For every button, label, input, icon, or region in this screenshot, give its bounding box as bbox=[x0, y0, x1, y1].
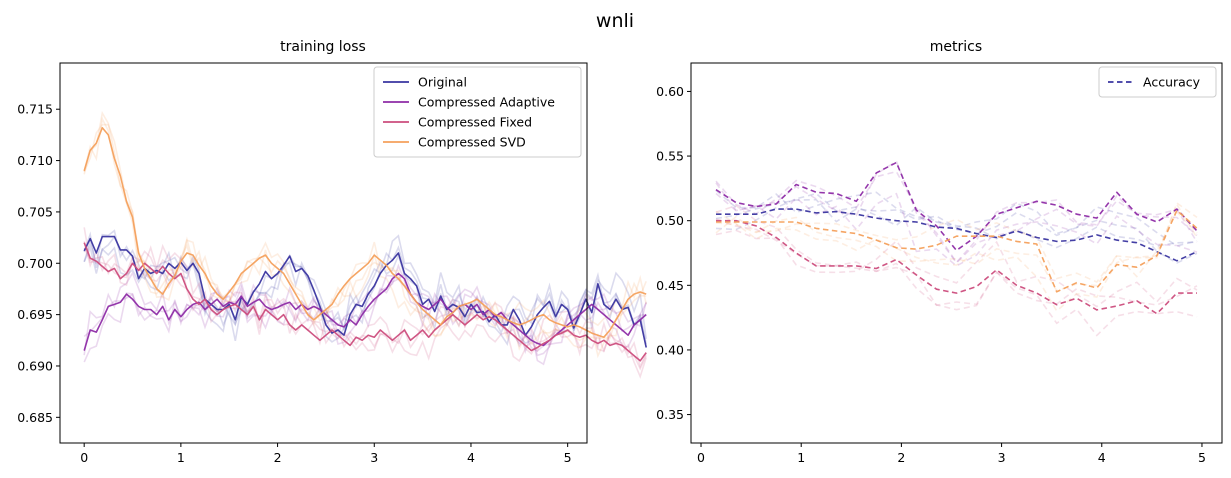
training-loss-xtick-label: 0 bbox=[80, 450, 88, 465]
training-loss-ytick-label: 0.705 bbox=[17, 204, 53, 219]
metrics-ytick-label: 0.40 bbox=[656, 342, 684, 357]
metrics-line-original bbox=[716, 208, 1198, 262]
metrics-panel: metrics 0 1 2 3 4 5 0.35 0.40 0.45 0.50 0.55 0.60 A… bbox=[656, 39, 1223, 465]
metrics-line-compressed-adaptive bbox=[715, 161, 1198, 252]
figure-title: wnli bbox=[596, 10, 634, 32]
metrics-background-trace bbox=[715, 198, 1198, 247]
metrics-background-trace bbox=[715, 160, 1198, 264]
metrics-background-trace bbox=[715, 218, 1198, 337]
metrics-background-trace bbox=[715, 204, 1198, 307]
metrics-ytick-label: 0.35 bbox=[656, 407, 684, 422]
training-loss-background-trace bbox=[83, 263, 647, 363]
training-loss-xtick-label: 5 bbox=[564, 450, 572, 465]
training-loss-ytick-label: 0.690 bbox=[17, 358, 53, 373]
metrics-ytick-label: 0.55 bbox=[656, 149, 684, 164]
metrics-axes-frame bbox=[690, 62, 1223, 444]
metrics-background-trace bbox=[715, 192, 1198, 249]
training-loss-ytick-label: 0.710 bbox=[17, 153, 53, 168]
training-loss-ytick-label: 0.695 bbox=[17, 307, 53, 322]
metrics-background-trace bbox=[715, 201, 1198, 292]
training-loss-title: training loss bbox=[280, 39, 366, 55]
metrics-xtick-label: 0 bbox=[697, 450, 705, 465]
training-loss-axes-frame bbox=[59, 62, 588, 444]
training-loss-background-trace bbox=[83, 241, 647, 371]
training-loss-xtick-label: 1 bbox=[177, 450, 185, 465]
training-loss-xtick-label: 3 bbox=[370, 450, 378, 465]
metrics-background-traces bbox=[715, 160, 1198, 337]
metrics-ticks: 0 1 2 3 4 5 0.35 0.40 0.45 0.50 0.55 0.60 bbox=[656, 84, 1206, 465]
metrics-ytick-label: 0.45 bbox=[656, 278, 684, 293]
metrics-background-trace bbox=[715, 229, 1198, 308]
training-loss-background-trace bbox=[83, 243, 647, 379]
metrics-ytick-label: 0.50 bbox=[656, 213, 684, 228]
metrics-title: metrics bbox=[930, 39, 982, 55]
metrics-ytick-label: 0.60 bbox=[656, 84, 684, 99]
metrics-legend-label: Accuracy bbox=[1143, 75, 1201, 90]
metrics-background-trace bbox=[715, 189, 1198, 264]
training-loss-legend-label: Compressed Adaptive bbox=[418, 95, 555, 110]
training-loss-ytick-label: 0.700 bbox=[17, 256, 53, 271]
metrics-xtick-label: 1 bbox=[797, 450, 805, 465]
metrics-line-compressed-svd bbox=[716, 209, 1198, 293]
training-loss-panel: training loss 0 1 2 3 4 5 0.685 0.690 0.695 0.700… bbox=[17, 39, 647, 465]
metrics-xtick-label: 2 bbox=[897, 450, 905, 465]
training-loss-series-lines bbox=[83, 126, 647, 362]
metrics-background-trace bbox=[715, 170, 1198, 265]
training-loss-legend-box bbox=[373, 66, 582, 158]
training-loss-line-original bbox=[83, 235, 647, 348]
training-loss-ticks: 0 1 2 3 4 5 0.685 0.690 0.695 0.700 0.705 0.710 0.71… bbox=[17, 102, 571, 465]
metrics-series-lines bbox=[715, 161, 1198, 315]
training-loss-legend: Original Compressed Adaptive Compressed Fi… bbox=[373, 66, 582, 158]
training-loss-legend-label: Compressed Fixed bbox=[418, 115, 532, 130]
training-loss-xtick-label: 2 bbox=[274, 450, 282, 465]
training-loss-line-compressed-svd bbox=[83, 126, 647, 339]
training-loss-ytick-label: 0.715 bbox=[17, 102, 53, 117]
metrics-background-trace bbox=[715, 210, 1198, 283]
metrics-legend-box bbox=[1098, 66, 1217, 98]
metrics-xtick-label: 5 bbox=[1198, 450, 1206, 465]
training-loss-background-trace bbox=[83, 116, 647, 342]
metrics-xtick-label: 3 bbox=[998, 450, 1006, 465]
training-loss-background-trace bbox=[83, 229, 647, 345]
metrics-background-trace bbox=[715, 182, 1198, 267]
training-loss-xtick-label: 4 bbox=[467, 450, 475, 465]
training-loss-legend-label: Compressed SVD bbox=[418, 135, 526, 150]
training-loss-ytick-label: 0.685 bbox=[17, 410, 53, 425]
metrics-legend: Accuracy bbox=[1098, 66, 1217, 98]
training-loss-line-compressed-fixed bbox=[83, 242, 647, 362]
metrics-background-trace bbox=[715, 202, 1198, 313]
metrics-xtick-label: 4 bbox=[1098, 450, 1106, 465]
training-loss-legend-label: Original bbox=[418, 75, 467, 90]
metrics-line-compressed-fixed bbox=[716, 219, 1197, 315]
